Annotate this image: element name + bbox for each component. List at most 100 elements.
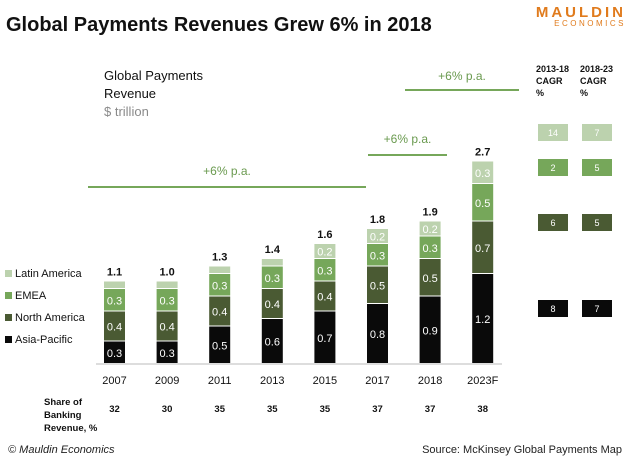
data-label: 0.3 [265,273,280,285]
data-label: 0.2 [422,224,437,236]
bar-segment-asia-pacific [419,296,441,363]
logo-subtitle: ECONOMICS [554,19,626,28]
chart-heading-line2: Revenue [104,86,156,101]
total-label: 2.7 [475,147,490,159]
bar-segment-emea [472,184,494,221]
data-label: 0.4 [107,322,122,334]
share-value: 30 [162,404,173,415]
cagr-header: 2018-23 [580,64,613,74]
cagr-cell [582,124,612,141]
data-label: 0.2 [317,247,332,259]
data-label: 0.3 [370,250,385,262]
data-label: 0.3 [212,280,227,292]
chart-subtitle: $ trillion [104,104,149,119]
x-tick-label: 2023F [467,375,498,387]
share-value: 32 [109,404,120,415]
data-label: 0.4 [265,299,280,311]
cagr-cell [582,300,612,317]
bar-segment-north-america [367,266,388,303]
x-tick-label: 2013 [260,375,284,387]
cagr-value: 5 [594,218,599,228]
share-value: 35 [214,404,225,415]
data-label: 0.5 [212,340,227,352]
data-label: 0.4 [212,307,227,319]
bar-segment-latin-america [156,281,178,288]
bar-segment-emea [156,289,178,311]
share-value: 38 [477,404,488,415]
data-label: 0.8 [370,329,385,341]
bar-segment-asia-pacific [104,341,125,363]
data-label: 0.7 [317,333,332,345]
cagr-value: 6 [550,218,555,228]
total-label: 1.1 [107,267,122,279]
bar-segment-asia-pacific [314,311,336,363]
legend-label: Asia-Pacific [15,334,73,346]
bar-segment-north-america [104,311,125,341]
cagr-header: % [580,88,588,98]
growth-annotation: +6% p.a. [384,132,432,146]
mauldin-logo: MAULDIN ECONOMICS [518,4,628,30]
cagr-value: 8 [550,304,555,314]
share-value: 35 [320,404,331,415]
cagr-value: 2 [550,163,555,173]
data-label: 0.6 [265,337,280,349]
bar-segment-asia-pacific [367,304,388,363]
bar-segment-emea [419,236,441,258]
x-tick-label: 2015 [313,375,337,387]
data-label: 0.4 [317,292,332,304]
growth-annotation: +6% p.a. [438,69,486,83]
cagr-value: 5 [594,163,599,173]
data-label: 1.2 [475,314,490,326]
data-label: 0.3 [159,348,174,360]
bar-segment-north-america [472,221,494,273]
x-tick-label: 2011 [208,375,232,387]
x-tick-label: 2018 [418,375,442,387]
bar-segment-emea [209,274,231,296]
logo-wordmark: MAULDIN [535,4,626,21]
cagr-cell [538,159,568,176]
legend-label: Latin America [15,268,83,280]
cagr-cell [582,214,612,231]
cagr-cell [538,300,568,317]
share-label-line: Banking [44,410,82,421]
growth-annotation: +6% p.a. [203,164,251,178]
data-label: 0.5 [370,280,385,292]
data-label: 0.5 [422,273,437,285]
cagr-header: 2013-18 [536,64,569,74]
legend-label: EMEA [15,290,47,302]
bar-segment-latin-america [104,281,125,288]
bar-segment-asia-pacific [156,341,178,363]
bar-segment-latin-america [261,259,283,266]
x-tick-label: 2017 [365,375,389,387]
bar-segment-latin-america [367,229,388,243]
cagr-cell [582,159,612,176]
share-label-line: Share of [44,397,83,408]
bar-segment-emea [261,266,283,288]
bar-segment-north-america [419,259,441,296]
bar-segment-emea [367,244,388,266]
data-label: 0.4 [159,322,174,334]
bar-segment-asia-pacific [209,326,231,363]
data-label: 0.3 [107,295,122,307]
bar-segment-north-america [156,311,178,341]
data-label: 0.3 [475,168,490,180]
total-label: 1.3 [212,252,227,264]
bar-segment-emea [104,289,125,311]
data-label: 0.3 [317,265,332,277]
share-value: 37 [425,404,436,415]
cagr-header: % [536,88,544,98]
share-value: 35 [267,404,278,415]
bar-segment-latin-america [472,161,494,183]
total-label: 1.8 [370,214,385,226]
data-label: 0.3 [107,348,122,360]
total-label: 1.9 [422,207,437,219]
data-label: 0.3 [422,243,437,255]
data-label: 0.5 [475,198,490,210]
cagr-value: 7 [594,304,599,314]
bar-segment-north-america [209,296,231,326]
share-value: 37 [372,404,383,415]
cagr-value: 7 [594,128,599,138]
total-label: 1.0 [159,267,174,279]
bar-segment-asia-pacific [261,319,283,363]
